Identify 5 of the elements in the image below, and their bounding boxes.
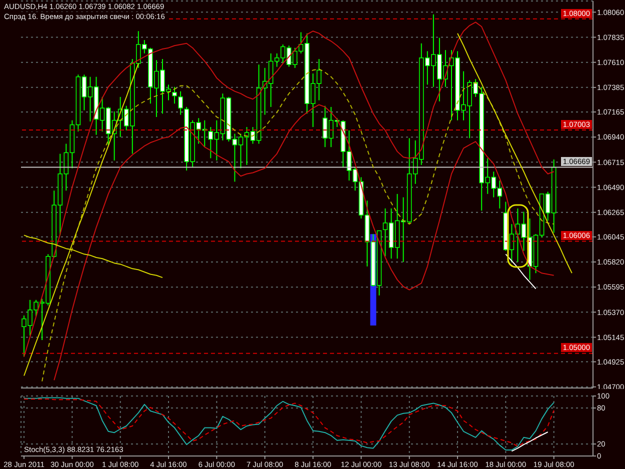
candlestick [172, 86, 177, 104]
candlestick [178, 90, 183, 116]
line-series [511, 432, 548, 452]
line-series [505, 254, 536, 290]
line-series [24, 22, 554, 358]
